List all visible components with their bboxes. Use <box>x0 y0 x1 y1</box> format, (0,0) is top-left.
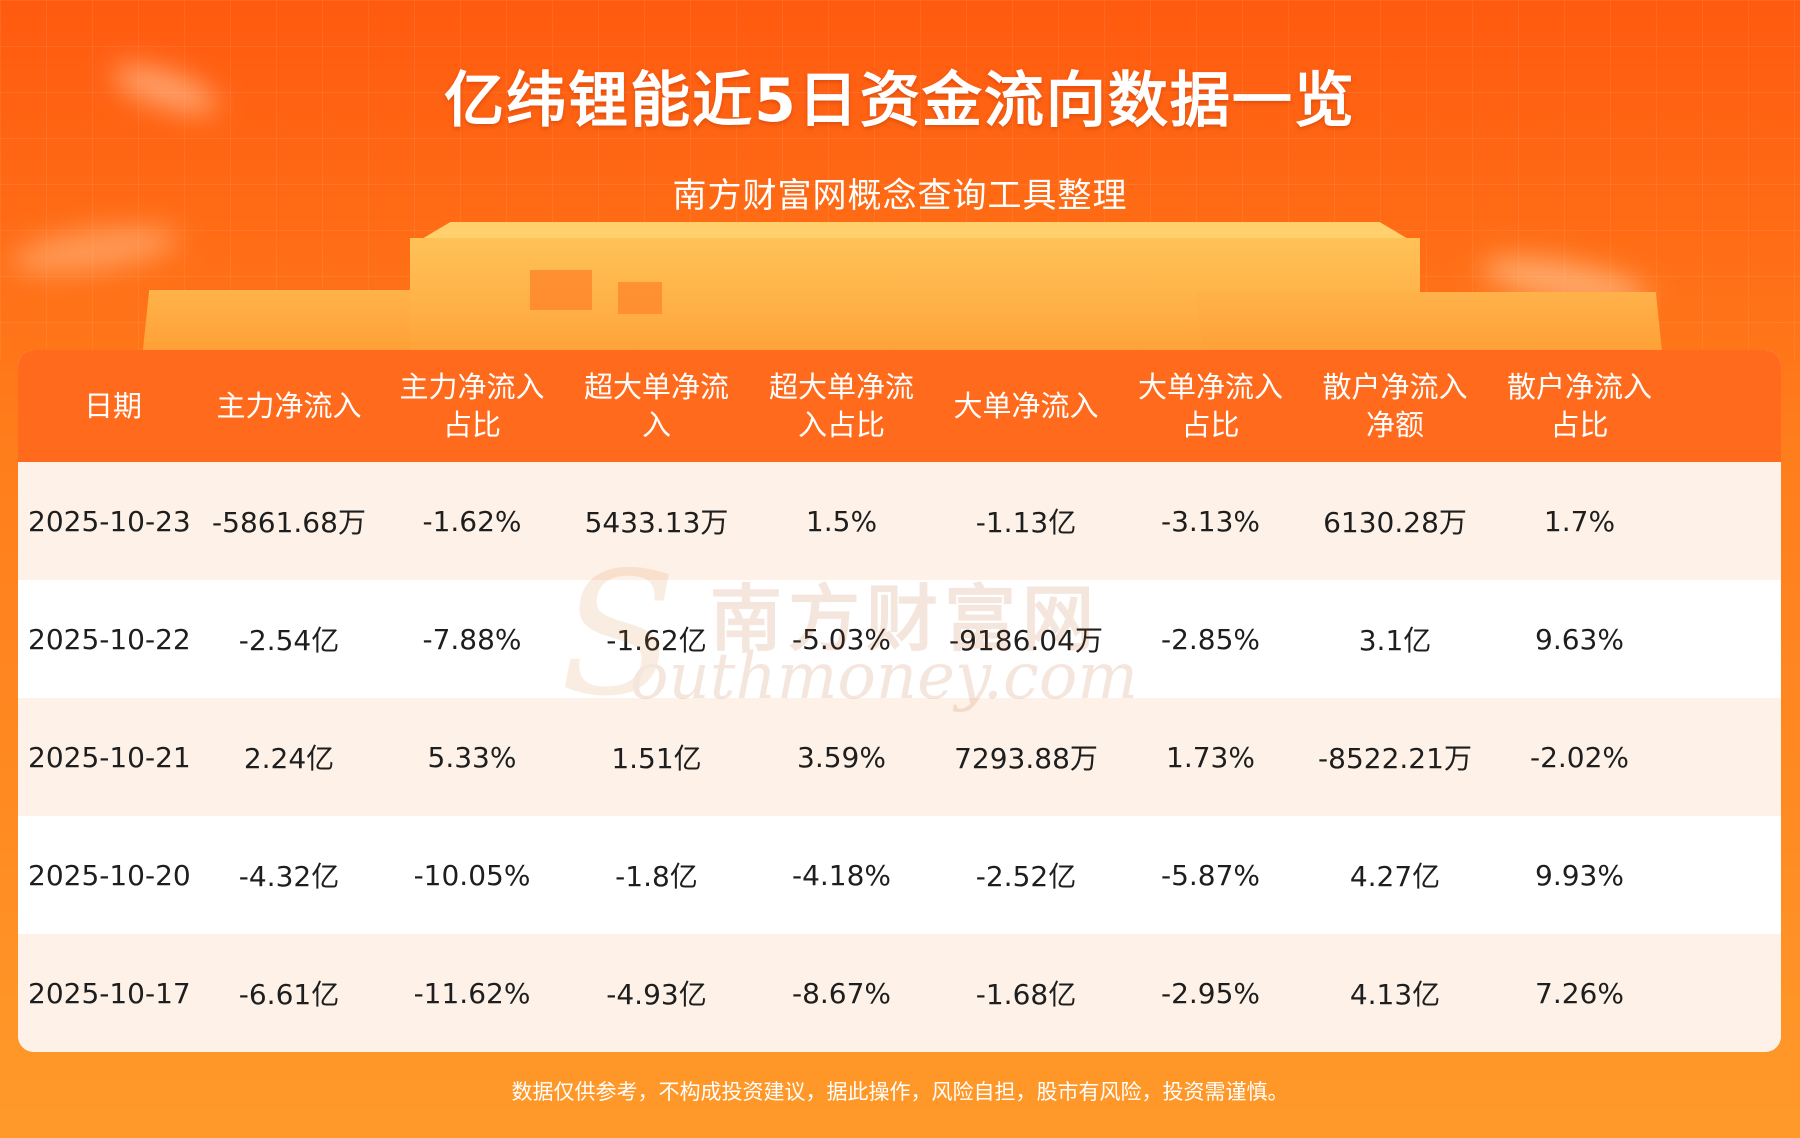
value-cell: 7293.88万 <box>954 742 1098 775</box>
date-cell: 2025-10-17 <box>28 976 191 1010</box>
table-row: 2025-10-23 -5861.68万 -1.62% 5433.13万 1.5% -1.… <box>18 462 1781 580</box>
value-cell: 7.26% <box>1535 976 1624 1010</box>
value-cell: 1.73% <box>1166 740 1255 774</box>
column-header-line: 占比 <box>1550 408 1609 442</box>
decor-window <box>618 282 662 314</box>
value-cell: 4.13亿 <box>1349 978 1441 1011</box>
column-header-line: 占比 <box>1181 408 1240 442</box>
value-cell: -4.18% <box>791 858 892 892</box>
column-header-label: 主力净流入 <box>209 387 369 425</box>
column-header: 散户净流入 净额 <box>1303 350 1487 462</box>
column-header-label: 散户净流入 净额 <box>1315 368 1475 444</box>
column-header: 日期 <box>18 350 198 462</box>
date-cell: 2025-10-23 <box>28 504 191 538</box>
date-cell: 2025-10-22 <box>28 622 191 656</box>
table-row: 2025-10-21 2.24亿 5.33% 1.51亿 3.59% 7293.88万 1.… <box>18 698 1781 816</box>
value-cell: -2.95% <box>1160 976 1261 1010</box>
value-cell: -1.13亿 <box>975 506 1077 539</box>
value-cell: -5861.68万 <box>212 506 366 539</box>
value-cell: -8522.21万 <box>1318 742 1472 775</box>
column-header: 散户净流入 占比 <box>1487 350 1672 462</box>
column-header-line: 超大单净流 <box>768 370 914 404</box>
date-cell: 2025-10-21 <box>28 740 191 774</box>
value-cell: -10.05% <box>413 858 531 892</box>
column-header-label: 超大单净流 入占比 <box>762 368 922 444</box>
value-cell: -4.32亿 <box>238 860 340 893</box>
page-title: 亿纬锂能近5日资金流向数据一览 <box>444 66 1356 136</box>
value-cell: 1.51亿 <box>611 742 702 775</box>
value-cell: -1.8亿 <box>615 860 698 893</box>
table-row: 2025-10-22 -2.54亿 -7.88% -1.62亿 -5.03% -9186.… <box>18 580 1781 698</box>
value-cell: 4.27亿 <box>1349 860 1441 893</box>
value-cell: -1.62亿 <box>606 624 707 657</box>
column-header-label: 主力净流入 占比 <box>392 368 552 444</box>
value-cell: -2.54亿 <box>238 624 340 657</box>
column-header-label: 日期 <box>33 387 193 425</box>
value-cell: -1.68亿 <box>975 978 1077 1011</box>
value-cell: -4.93亿 <box>606 978 707 1011</box>
column-header-label: 超大单净流入 <box>577 368 737 444</box>
column-header: 主力净流入 占比 <box>380 350 564 462</box>
column-header-line: 日期 <box>83 389 142 423</box>
value-cell: -5.03% <box>791 622 892 656</box>
value-cell: -8.67% <box>791 976 892 1010</box>
value-cell: -2.85% <box>1160 622 1261 656</box>
column-header: 超大单净流入 <box>564 350 749 462</box>
column-header-line: 主力净流入 <box>216 389 362 423</box>
column-header: 主力净流入 <box>198 350 380 462</box>
disclaimer: 数据仅供参考，不构成投资建议，据此操作，风险自担，股市有风险，投资需谨慎。 <box>511 1080 1289 1104</box>
column-header-line: 散户净流入 <box>1506 370 1652 404</box>
column-header-line: 主力净流入 <box>399 370 545 404</box>
column-header: 大单净流入 <box>934 350 1118 462</box>
column-header-line: 大单净流入 <box>953 389 1099 423</box>
table-row: 2025-10-20 -4.32亿 -10.05% -1.8亿 -4.18% -2.52亿… <box>18 816 1781 934</box>
value-cell: 1.7% <box>1543 504 1616 538</box>
value-cell: 5.33% <box>427 740 517 774</box>
value-cell: -3.13% <box>1160 504 1261 538</box>
value-cell: 3.1亿 <box>1358 624 1432 657</box>
table-row: 2025-10-17 -6.61亿 -11.62% -4.93亿 -8.67% -1.68… <box>18 934 1781 1052</box>
column-header-line: 入 <box>641 408 671 442</box>
column-header-line: 占比 <box>442 408 501 442</box>
value-cell: 9.93% <box>1535 858 1624 892</box>
value-cell: 9.63% <box>1535 622 1624 656</box>
column-header-line: 超大单净流 <box>583 370 729 404</box>
value-cell: 3.59% <box>797 740 886 774</box>
column-header-line: 大单净流入 <box>1137 370 1283 404</box>
page-subtitle: 南方财富网概念查询工具整理 <box>672 176 1128 216</box>
value-cell: -5.87% <box>1160 858 1261 892</box>
value-cell: 6130.28万 <box>1323 506 1467 539</box>
value-cell: -6.61亿 <box>238 978 340 1011</box>
data-table-card: 日期 主力净流入 主力净流入 占比 超大单净流入超大单净流 入占比 大单净流入 大单净流入 占比… <box>18 350 1781 1052</box>
value-cell: 1.5% <box>805 504 878 538</box>
value-cell: -1.62% <box>422 504 522 538</box>
column-header-label: 散户净流入 占比 <box>1500 368 1660 444</box>
table-body: 2025-10-23 -5861.68万 -1.62% 5433.13万 1.5% -1.… <box>18 462 1781 1052</box>
date-cell: 2025-10-20 <box>28 858 191 892</box>
table-header: 日期 主力净流入 主力净流入 占比 超大单净流入超大单净流 入占比 大单净流入 大单净流入 占比… <box>18 350 1781 462</box>
value-cell: -11.62% <box>413 976 531 1010</box>
column-header-line: 净额 <box>1365 408 1424 442</box>
column-header-line: 散户净流入 <box>1322 370 1468 404</box>
value-cell: -7.88% <box>422 622 522 656</box>
value-cell: 2.24亿 <box>243 742 335 775</box>
column-header: 大单净流入 占比 <box>1118 350 1303 462</box>
column-header-line: 入占比 <box>797 408 885 442</box>
value-cell: -9186.04万 <box>949 624 1103 657</box>
column-header: 超大单净流 入占比 <box>749 350 934 462</box>
column-header-label: 大单净流入 占比 <box>1131 368 1291 444</box>
decor-window <box>530 270 592 310</box>
value-cell: -2.02% <box>1529 740 1630 774</box>
column-header-label: 大单净流入 <box>946 387 1106 425</box>
value-cell: 5433.13万 <box>584 506 729 539</box>
value-cell: -2.52亿 <box>975 860 1077 893</box>
